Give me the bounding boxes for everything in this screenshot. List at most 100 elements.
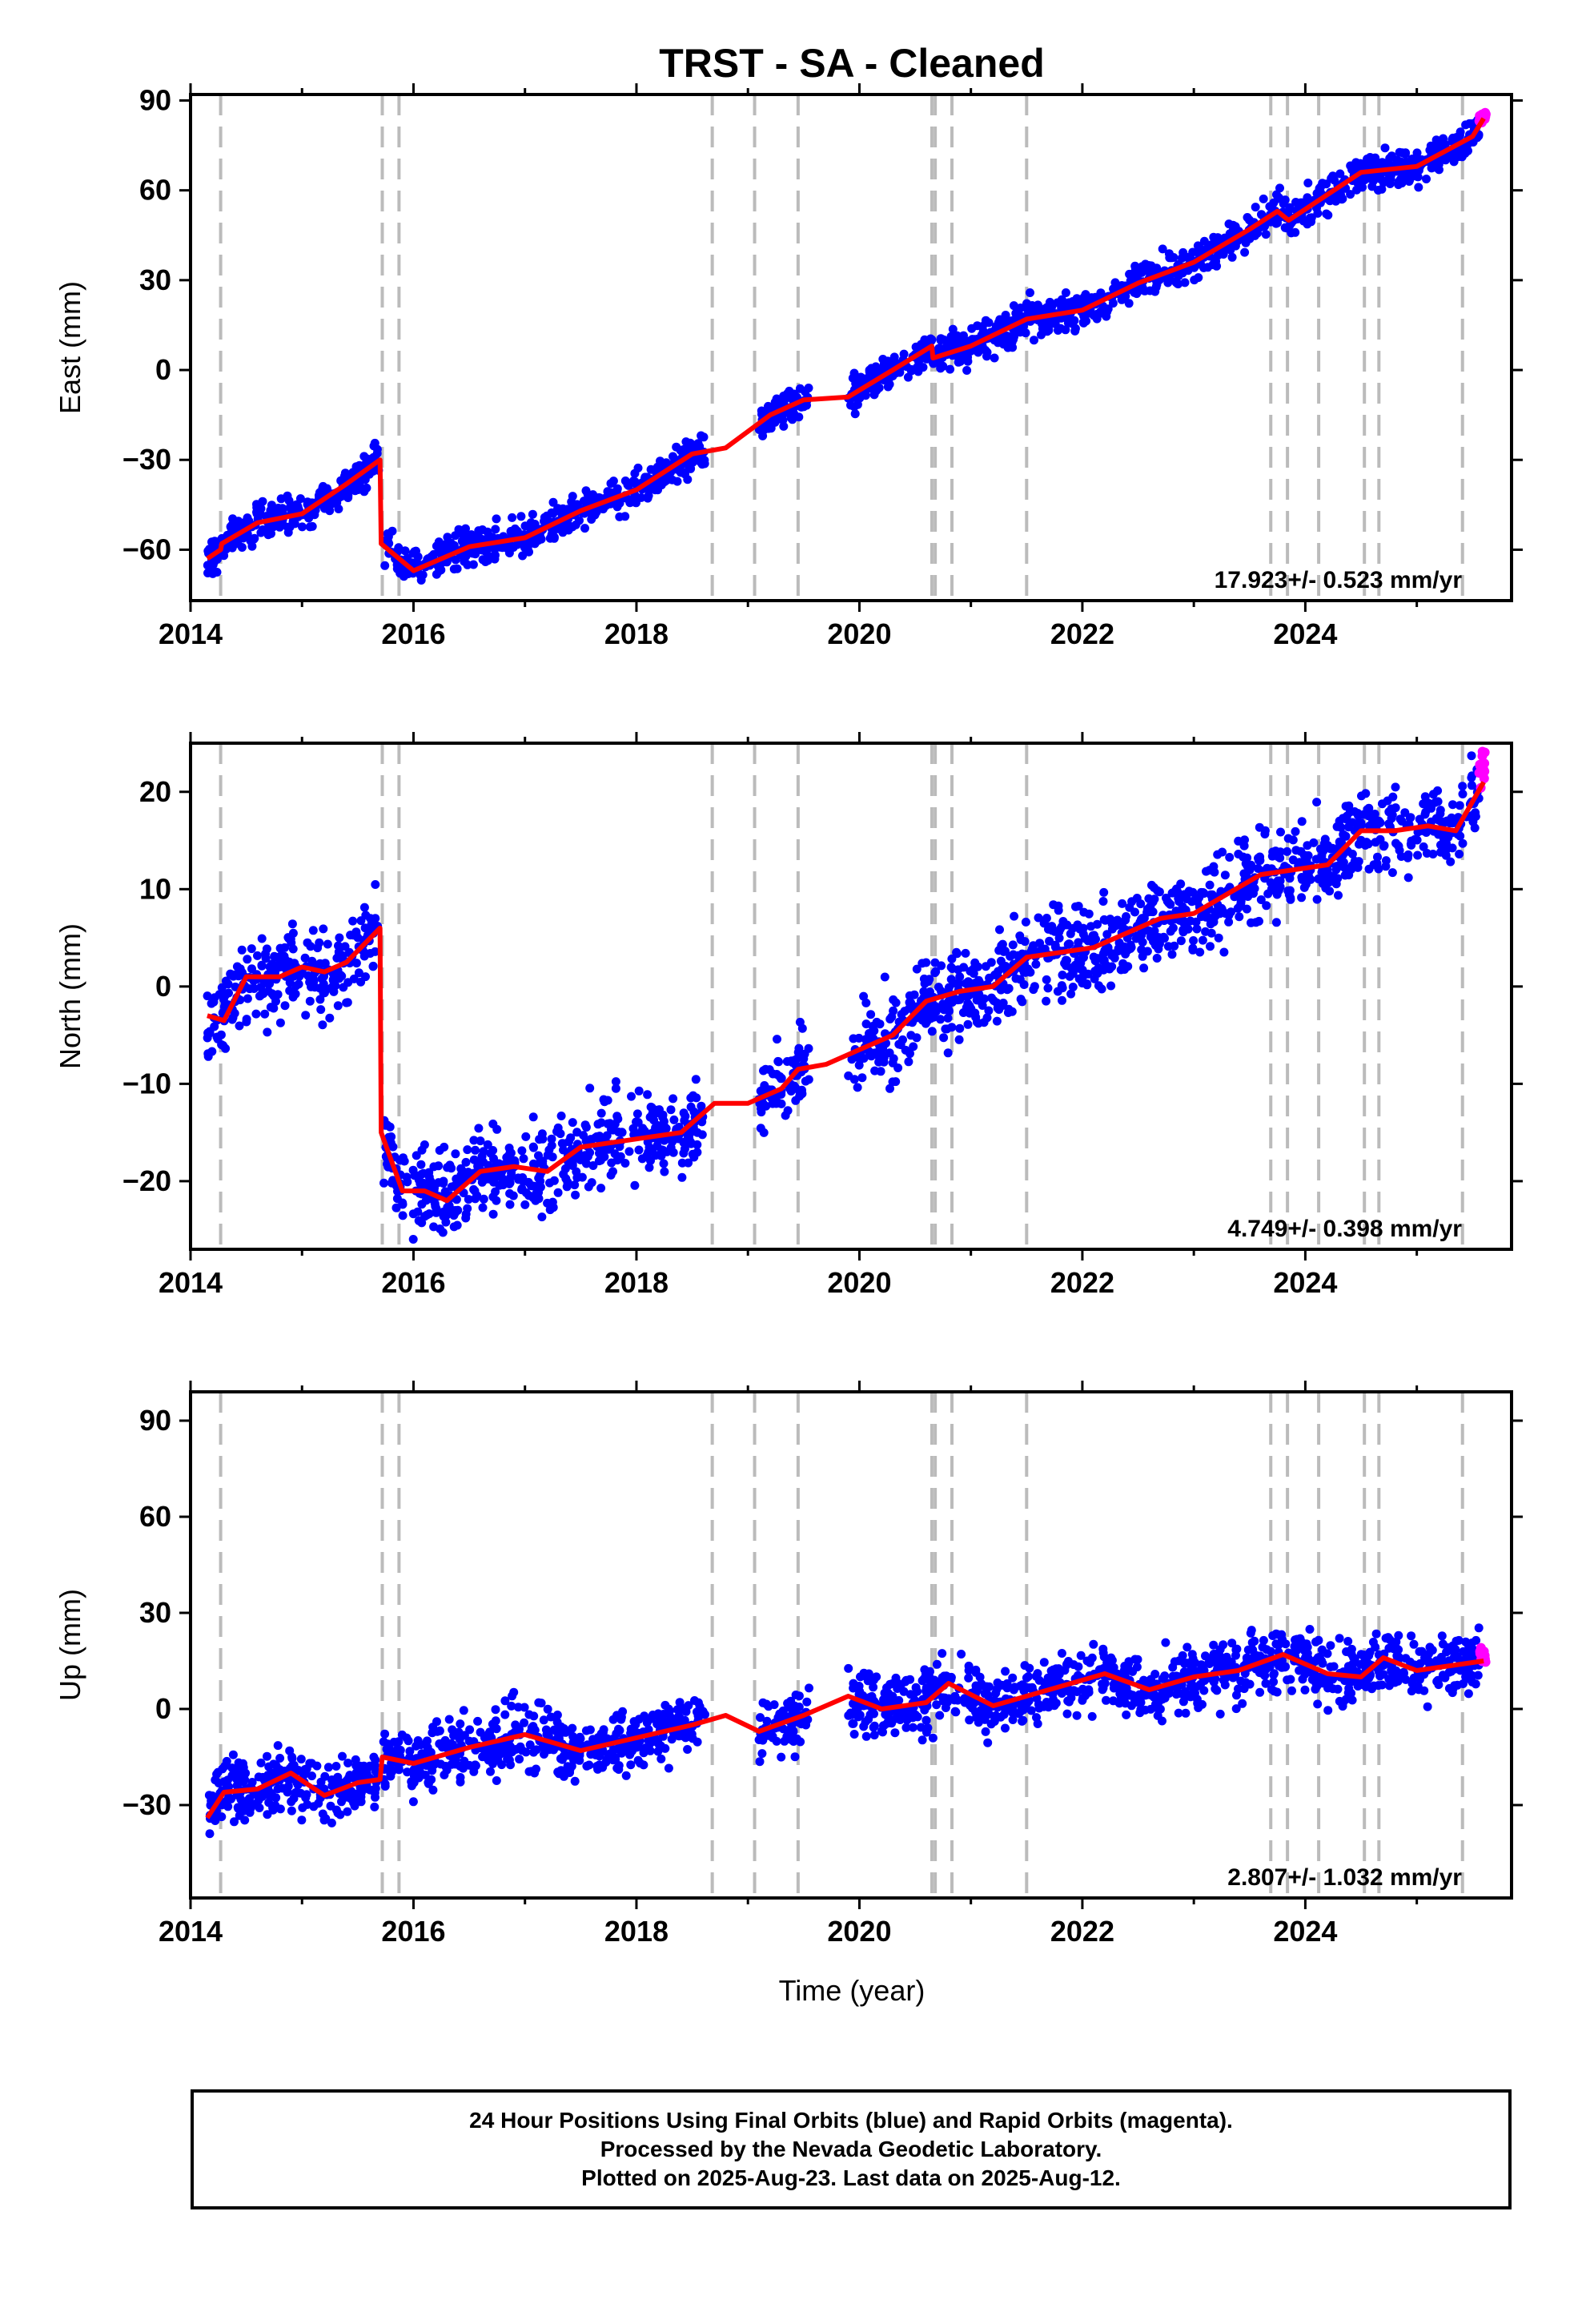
data-point (1191, 917, 1201, 927)
data-point (1137, 267, 1146, 277)
data-point (647, 1103, 656, 1112)
data-point (283, 1787, 292, 1797)
data-point (591, 1751, 600, 1759)
data-point (1439, 139, 1448, 148)
data-point (247, 541, 257, 551)
data-point (468, 549, 478, 558)
data-point (1349, 163, 1359, 172)
data-point (439, 1176, 448, 1186)
data-point (755, 1757, 765, 1767)
data-point (1043, 983, 1053, 993)
data-point (211, 537, 221, 546)
data-point (505, 1173, 515, 1183)
data-point (257, 961, 267, 971)
data-point (590, 510, 600, 520)
data-point (488, 1192, 498, 1202)
data-point (1283, 846, 1292, 856)
data-point (795, 1092, 805, 1101)
data-point (901, 1045, 910, 1055)
data-point (1313, 1699, 1323, 1709)
data-point (394, 1737, 404, 1747)
data-point (642, 1718, 652, 1727)
y-tick-label: 30 (139, 263, 171, 296)
data-point (1461, 120, 1471, 130)
data-point (1286, 893, 1295, 903)
data-point (701, 1710, 709, 1719)
data-point (593, 1764, 603, 1774)
data-point (1054, 927, 1064, 937)
data-point (395, 1749, 404, 1759)
data-point (1190, 275, 1199, 285)
data-point (889, 352, 899, 362)
data-point (1165, 253, 1174, 263)
data-point (443, 533, 452, 542)
data-point (1074, 962, 1084, 971)
data-point (1299, 216, 1308, 226)
data-point (1131, 934, 1141, 943)
data-point (1030, 336, 1038, 345)
data-point (255, 991, 264, 1001)
data-point (460, 1759, 470, 1769)
data-point (519, 1154, 528, 1164)
data-point (1008, 1673, 1018, 1683)
data-point (1015, 975, 1025, 984)
data-point (1331, 865, 1341, 875)
data-point (947, 954, 957, 963)
data-point (394, 543, 404, 553)
data-point (644, 491, 653, 501)
data-point (795, 1017, 805, 1027)
data-point (492, 1776, 501, 1785)
data-point (476, 1136, 485, 1146)
data-point (998, 999, 1008, 1007)
data-point (400, 546, 410, 556)
data-point (261, 954, 271, 963)
data-point (1170, 941, 1179, 951)
data-point (463, 1204, 472, 1213)
data-point (982, 1013, 992, 1023)
data-point (1009, 301, 1018, 311)
data-point (697, 431, 706, 440)
data-point (528, 1112, 538, 1122)
data-point (217, 1812, 227, 1822)
data-point (885, 380, 894, 389)
data-point (338, 1751, 347, 1761)
data-point (273, 1741, 283, 1751)
data-point (1263, 863, 1272, 873)
data-point (778, 1707, 788, 1716)
data-point (600, 1097, 609, 1107)
data-point (507, 1701, 516, 1711)
x-tick-label: 2024 (1273, 617, 1337, 650)
data-point (371, 880, 380, 889)
data-point (486, 1767, 495, 1776)
data-point (656, 1754, 666, 1763)
data-point (1385, 179, 1395, 188)
data-point (328, 975, 338, 985)
data-point (552, 1718, 562, 1727)
data-point (572, 1128, 582, 1137)
data-point (327, 983, 337, 992)
data-point (1132, 894, 1142, 903)
data-point (307, 1771, 316, 1781)
data-point (228, 1750, 238, 1759)
data-point (300, 953, 310, 963)
data-point (265, 962, 275, 971)
data-point (380, 1729, 390, 1739)
data-point (534, 1188, 544, 1197)
data-point (287, 1754, 297, 1763)
data-point (1255, 1687, 1265, 1697)
data-point (632, 498, 640, 508)
data-point (1279, 199, 1288, 208)
data-point (1379, 842, 1388, 851)
data-point (1305, 213, 1315, 223)
data-point (1098, 955, 1108, 965)
data-point (1318, 179, 1327, 188)
data-point (598, 505, 608, 514)
data-point (356, 1797, 366, 1807)
data-point (664, 1763, 673, 1773)
data-point (287, 919, 297, 929)
data-point (246, 1803, 255, 1812)
data-point (777, 1074, 786, 1084)
data-point (285, 1763, 295, 1773)
data-point (1288, 855, 1298, 865)
